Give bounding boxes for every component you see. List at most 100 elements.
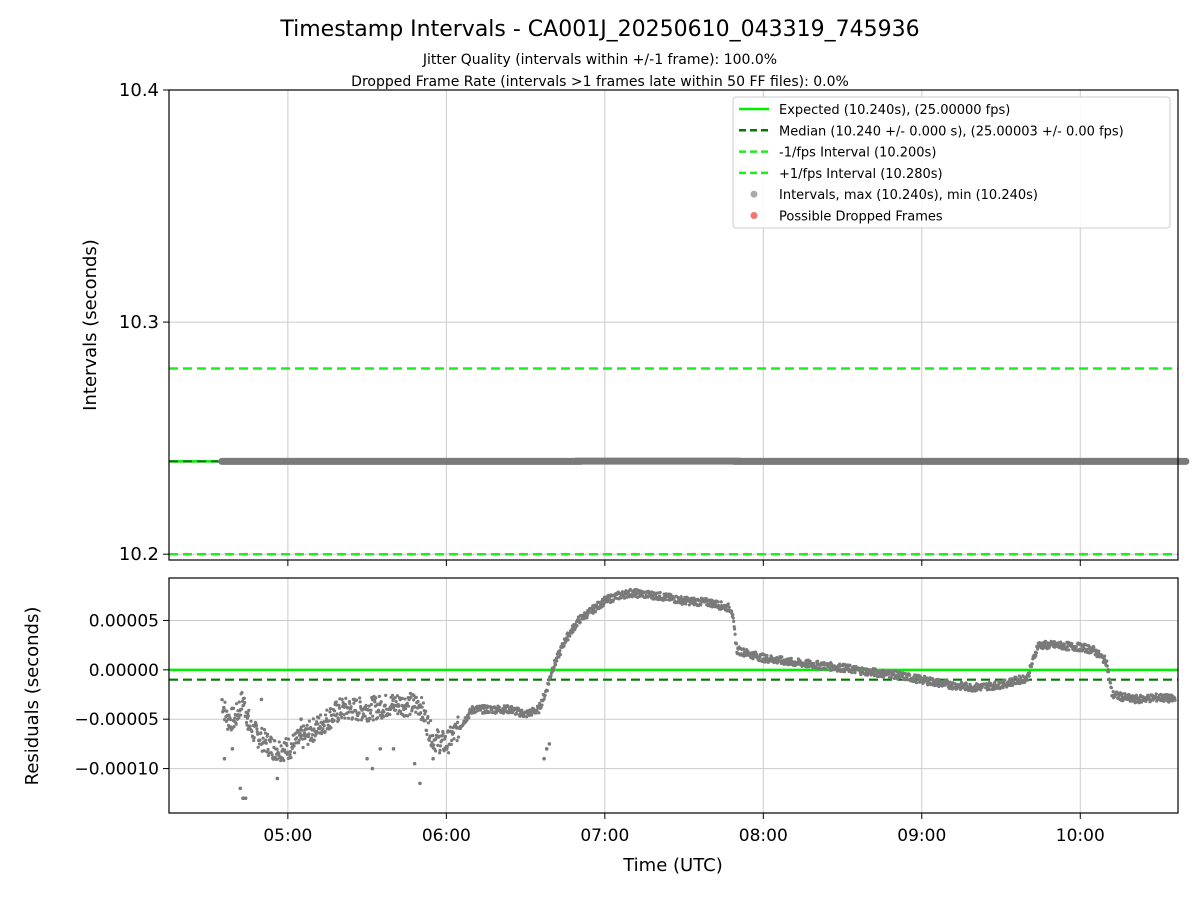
residual-point	[889, 676, 893, 680]
residual-point	[324, 717, 329, 721]
residual-point	[259, 731, 263, 735]
intervals-panel: 10.2 10.3 10.4 Intervals (seconds) Expecte…	[80, 80, 1190, 566]
residual-point	[258, 738, 262, 742]
residual-point	[237, 700, 241, 704]
residual-point	[307, 719, 311, 723]
residual-point	[719, 600, 723, 604]
residual-point	[242, 703, 246, 707]
residuals-x-ticks: 05:00 06:00 07:00 08:00 09:00 10:00	[263, 813, 1105, 846]
residual-point	[558, 649, 562, 653]
residual-point	[1070, 641, 1074, 646]
residual-point	[1003, 678, 1007, 682]
residual-point	[303, 737, 307, 741]
residual-point	[302, 724, 306, 728]
residual-point	[770, 655, 774, 660]
residual-point	[250, 729, 254, 734]
residual-outlier-point	[412, 761, 417, 766]
residual-point	[571, 630, 575, 634]
residual-point	[335, 712, 339, 716]
residual-point	[316, 722, 320, 726]
residuals-data	[220, 587, 1177, 800]
residual-point	[270, 753, 274, 757]
residual-point	[549, 674, 553, 678]
legend-entry-label: Expected (10.240s), (25.00000 fps)	[779, 103, 1010, 118]
residual-point	[440, 738, 444, 742]
residual-point	[434, 749, 438, 753]
residual-point	[757, 658, 761, 663]
residual-point	[377, 694, 381, 698]
residual-point	[551, 669, 555, 673]
residuals-y-tick-label: −0.00010	[74, 760, 159, 780]
residual-point	[530, 713, 534, 717]
residual-point	[356, 713, 360, 717]
residual-point	[328, 707, 333, 711]
residual-point	[309, 725, 313, 730]
residual-point	[746, 650, 750, 654]
residual-point	[443, 734, 447, 739]
residual-point	[775, 655, 779, 660]
residual-point	[227, 713, 231, 717]
residual-point	[249, 719, 253, 723]
residual-point	[228, 717, 232, 722]
residual-point	[286, 750, 290, 754]
residual-outlier-point	[378, 747, 383, 751]
residual-point	[1011, 678, 1015, 682]
residual-point	[822, 660, 826, 665]
residual-point	[451, 731, 456, 735]
residual-point	[298, 731, 302, 735]
residual-point	[445, 745, 449, 749]
residual-point	[555, 659, 559, 663]
residual-point	[321, 726, 325, 731]
residual-point	[239, 713, 243, 717]
residual-point	[376, 716, 380, 720]
residual-point	[587, 610, 591, 614]
residual-outlier-point	[547, 742, 552, 746]
residual-point	[268, 740, 272, 744]
residual-point	[542, 697, 546, 701]
residual-point	[535, 708, 539, 712]
residual-point	[369, 708, 373, 712]
residual-point	[220, 698, 224, 702]
residual-point	[363, 714, 367, 718]
residual-point	[403, 707, 408, 711]
residual-point	[371, 714, 375, 718]
residual-point	[354, 709, 358, 713]
residual-point	[843, 669, 847, 674]
residual-point	[611, 598, 616, 602]
residual-point	[368, 716, 372, 721]
residual-point	[734, 642, 739, 646]
residual-point	[436, 730, 440, 734]
residual-point	[373, 700, 377, 704]
intervals-y-ticks: 10.2 10.3 10.4	[119, 80, 169, 565]
residual-point	[1173, 696, 1177, 700]
residual-point	[320, 729, 324, 733]
residual-point	[393, 696, 397, 700]
residual-point	[359, 718, 364, 722]
residual-point	[568, 634, 572, 638]
residual-point	[246, 711, 250, 716]
residual-outlier-point	[280, 756, 285, 761]
residual-point	[347, 710, 351, 714]
residual-point	[310, 736, 314, 740]
residual-point	[1120, 692, 1124, 696]
x-tick-label: 09:00	[897, 826, 946, 846]
residual-point	[525, 715, 529, 719]
residual-point	[371, 718, 375, 722]
residual-point	[1108, 681, 1113, 685]
residual-point	[293, 751, 297, 755]
residual-point	[414, 695, 418, 699]
residual-point	[731, 616, 735, 620]
residual-point	[1105, 664, 1109, 668]
residual-point	[914, 681, 919, 685]
residual-point	[271, 757, 276, 761]
residual-point	[509, 704, 514, 709]
residual-point	[384, 693, 388, 697]
residual-point	[438, 748, 442, 752]
residual-point	[262, 749, 266, 753]
residual-point	[758, 655, 762, 660]
intervals-y-tick-label: 10.2	[119, 544, 159, 565]
residual-point	[553, 663, 558, 667]
residual-point	[323, 729, 327, 733]
residual-point	[340, 697, 344, 701]
residual-point	[382, 710, 386, 714]
